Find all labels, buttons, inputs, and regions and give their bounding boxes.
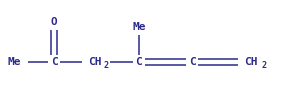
Text: CH: CH [244, 57, 258, 67]
Text: C: C [136, 57, 142, 67]
Text: C: C [51, 57, 57, 67]
Text: CH: CH [88, 57, 102, 67]
Text: 2: 2 [104, 62, 109, 70]
Text: Me: Me [132, 22, 146, 32]
Text: C: C [188, 57, 195, 67]
Text: Me: Me [8, 57, 21, 67]
Text: 2: 2 [261, 62, 266, 70]
Text: O: O [51, 17, 57, 27]
